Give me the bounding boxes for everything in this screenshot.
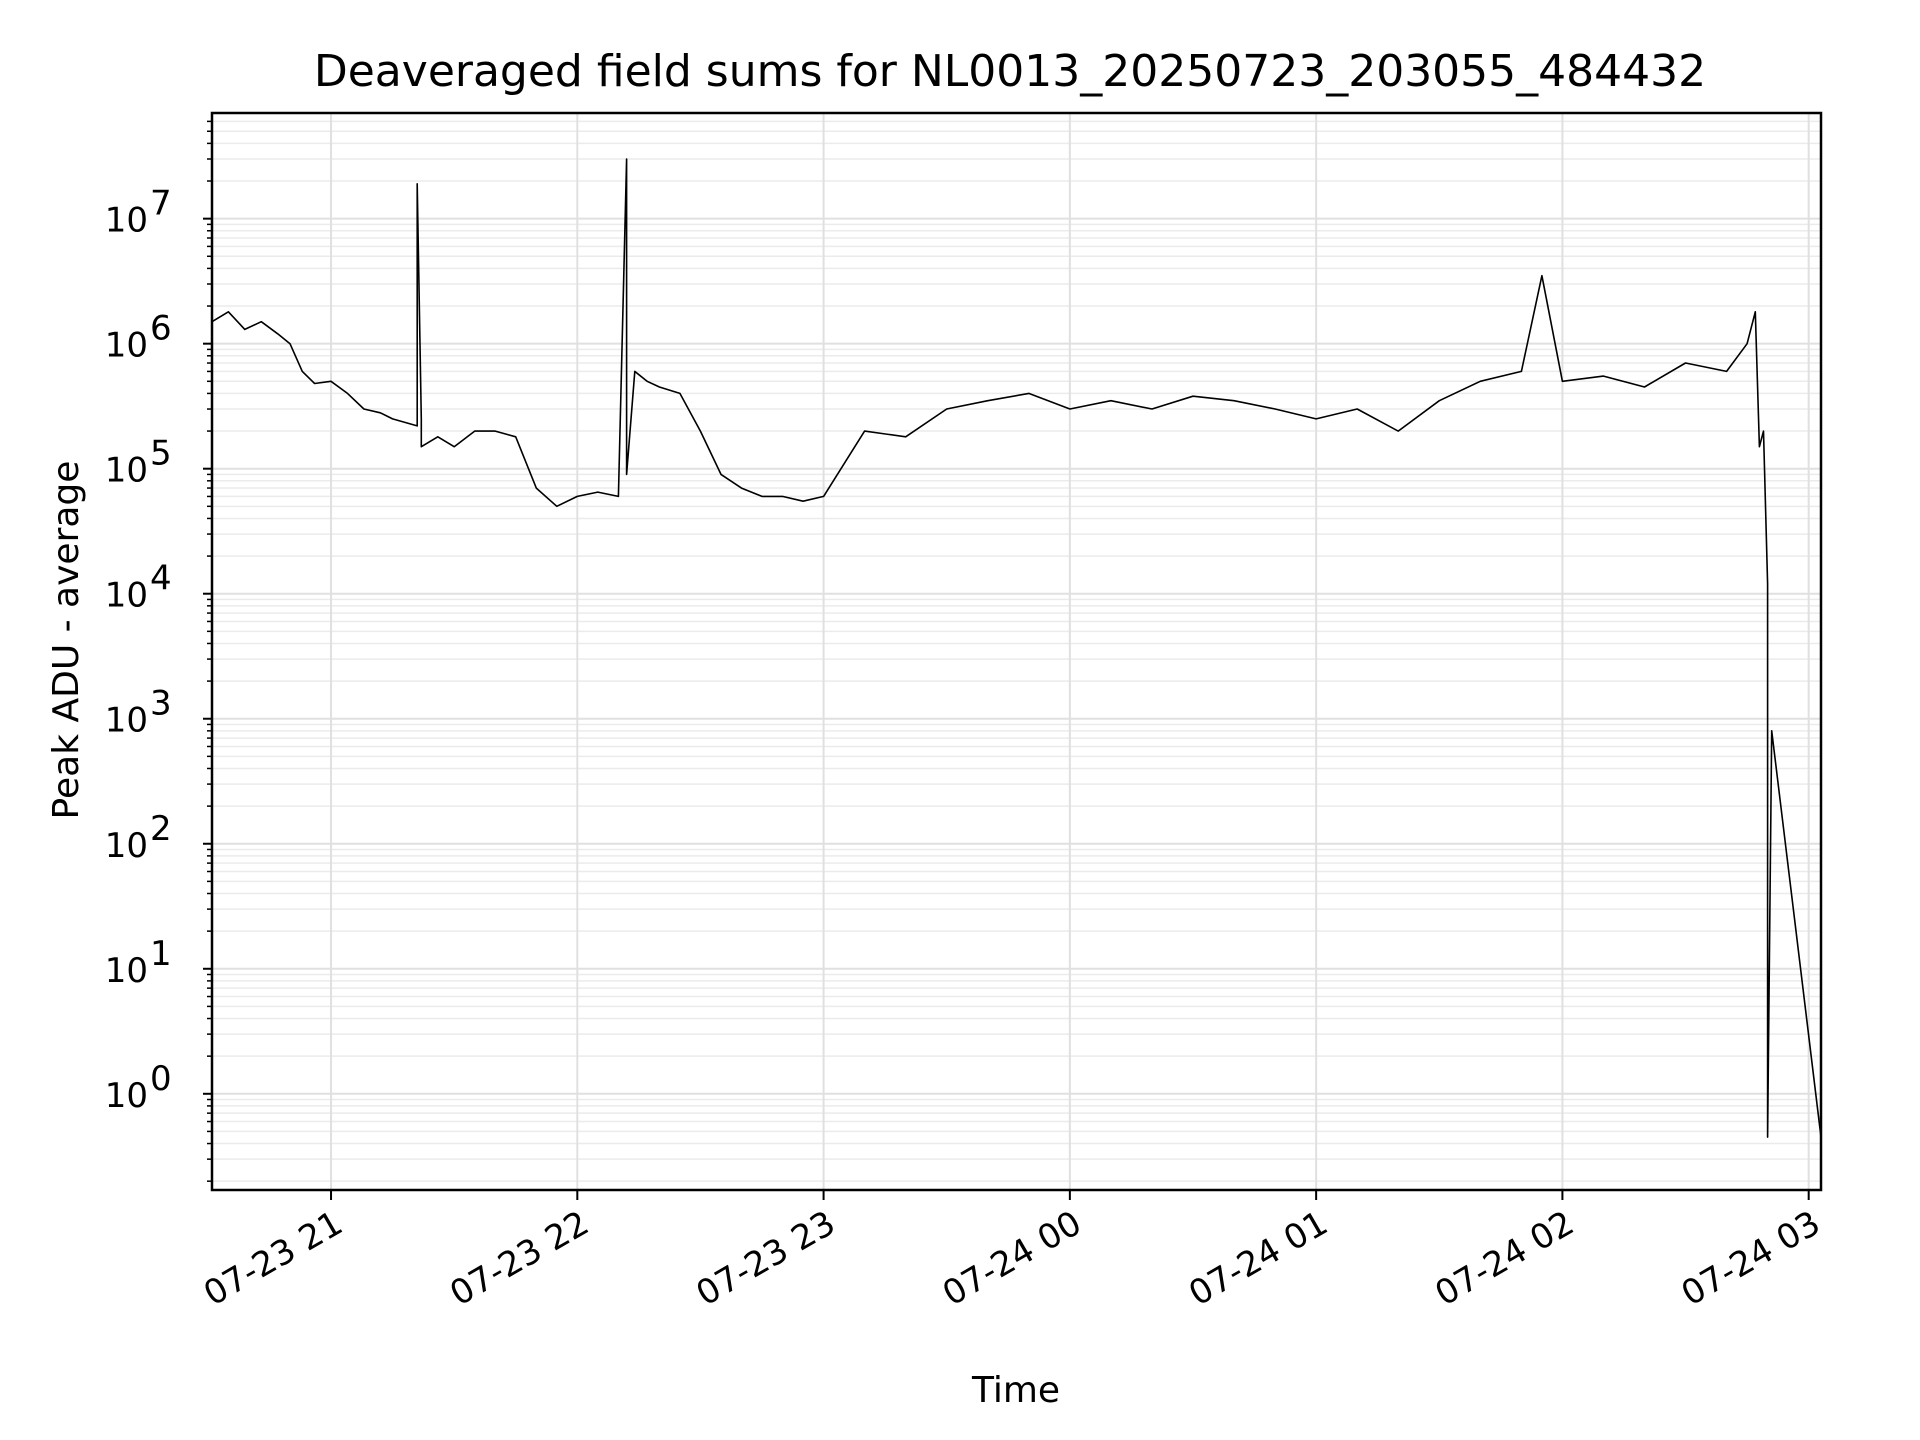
y-tick-label: 10 bbox=[105, 826, 148, 866]
x-axis: 07-23 21 07-23 22 07-23 23 07-24 00 07-24 01… bbox=[197, 1190, 1827, 1314]
y-tick-exponent: 7 bbox=[150, 184, 172, 224]
y-tick-label: 10 bbox=[105, 1076, 148, 1116]
y-tick-exponent: 6 bbox=[150, 309, 172, 349]
grid bbox=[212, 113, 1821, 1190]
x-tick-label: 07-24 03 bbox=[1675, 1203, 1827, 1314]
x-axis-label: Time bbox=[971, 1370, 1060, 1411]
y-tick-exponent: 4 bbox=[150, 559, 172, 599]
y-tick-label: 10 bbox=[105, 576, 148, 616]
y-tick-label: 10 bbox=[105, 451, 148, 491]
y-tick-exponent: 1 bbox=[150, 934, 172, 974]
y-tick-label: 10 bbox=[105, 326, 148, 366]
y-tick-label: 10 bbox=[105, 951, 148, 991]
y-tick-exponent: 3 bbox=[150, 684, 172, 724]
plot-frame bbox=[210, 111, 1823, 1192]
y-tick-exponent: 2 bbox=[150, 809, 172, 849]
x-tick-label: 07-23 21 bbox=[197, 1203, 349, 1314]
x-tick-label: 07-24 02 bbox=[1429, 1203, 1581, 1314]
y-tick-exponent: 5 bbox=[150, 434, 172, 474]
y-tick-label: 10 bbox=[105, 701, 148, 741]
x-tick-label: 07-23 22 bbox=[443, 1203, 595, 1314]
y-tick-label: 10 bbox=[105, 201, 148, 241]
y-tick-exponent: 0 bbox=[150, 1059, 172, 1099]
series-line bbox=[211, 158, 1822, 1138]
y-axis-label: Peak ADU - average bbox=[46, 461, 87, 820]
x-tick-label: 07-24 00 bbox=[936, 1203, 1088, 1314]
x-tick-label: 07-23 23 bbox=[690, 1203, 842, 1314]
chart-title: Deaveraged field sums for NL0013_2025072… bbox=[314, 46, 1706, 97]
x-tick-label: 07-24 01 bbox=[1182, 1203, 1334, 1314]
